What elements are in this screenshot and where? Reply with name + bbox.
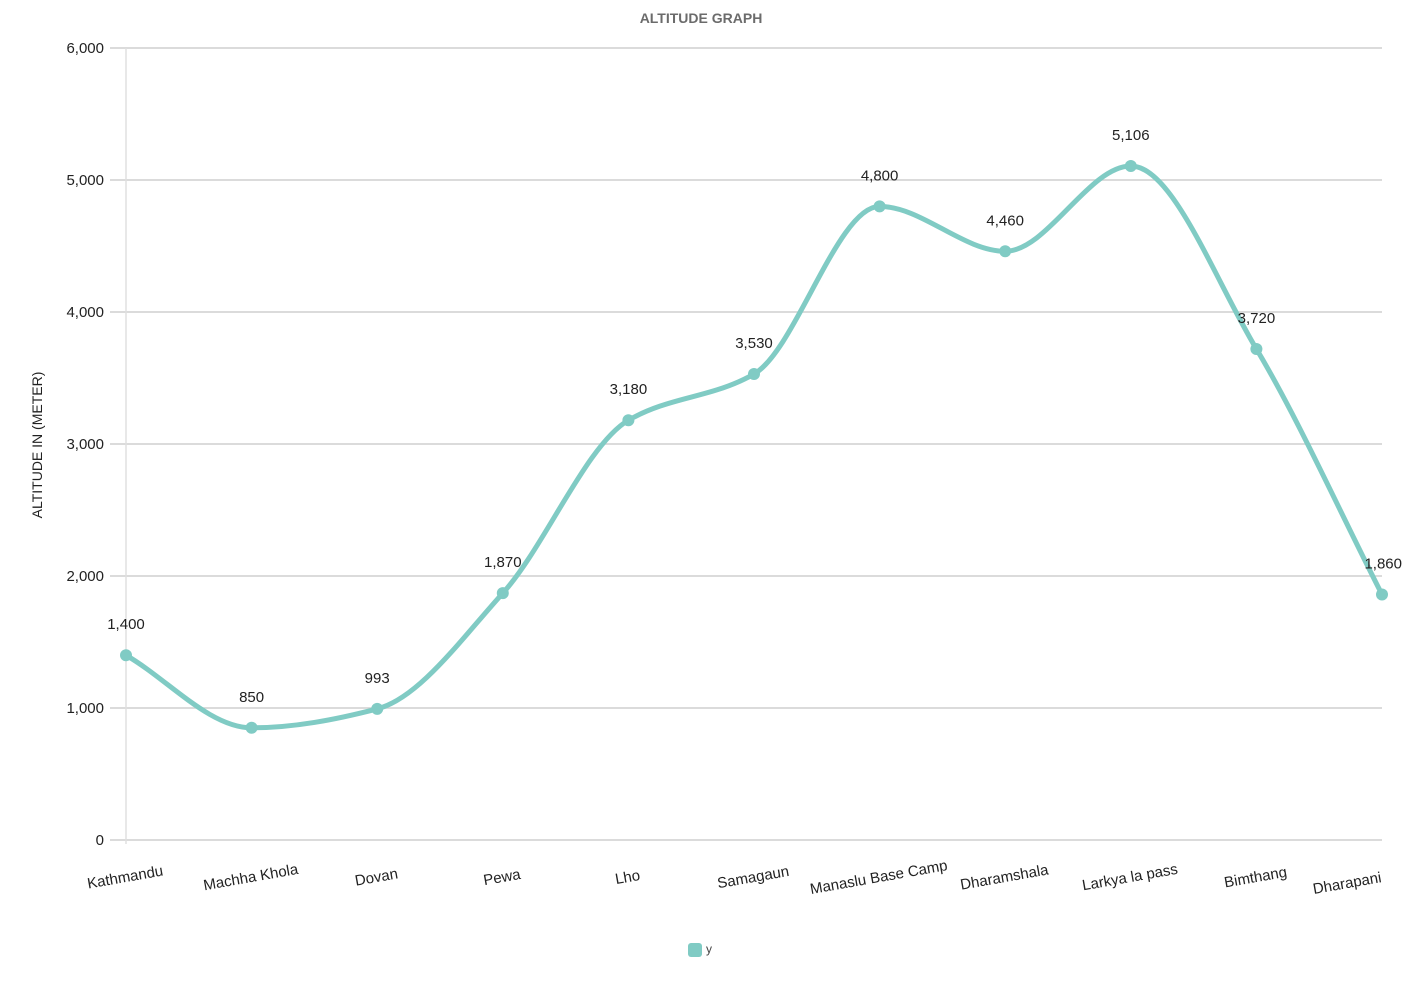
x-tick-label: Dharamshala (959, 861, 1050, 893)
y-tick-label: 2,000 (66, 568, 104, 585)
y-tick-label: 1,000 (66, 700, 104, 717)
data-labels: 1,400 850 993 1,870 3,180 3,530 4,800 4,460 5,10… (107, 127, 1402, 706)
grid-lines (110, 47, 1382, 841)
x-tick-label: Manaslu Base Camp (809, 857, 949, 898)
data-label: 4,460 (986, 212, 1024, 229)
data-label: 993 (365, 670, 390, 687)
x-tick-labels: Kathmandu Machha Khola Dovan Pewa Lho Samagau… (86, 857, 1383, 898)
x-tick-label: Machha Khola (202, 861, 300, 895)
data-point[interactable] (873, 200, 886, 213)
x-tick-label: Bimthang (1223, 864, 1288, 892)
data-point[interactable] (999, 245, 1012, 258)
data-point[interactable] (1250, 342, 1263, 355)
data-point[interactable] (1124, 160, 1137, 173)
data-label: 3,720 (1238, 310, 1276, 327)
legend-swatch[interactable] (688, 943, 702, 957)
y-axis-label: ALTITUDE IN (METER) (29, 372, 45, 519)
data-point[interactable] (748, 368, 760, 381)
data-label: 5,106 (1112, 127, 1150, 144)
x-tick-label: Kathmandu (86, 863, 165, 893)
y-tick-label: 3,000 (66, 436, 104, 453)
series-lines (123, 163, 1385, 731)
y-tick-label: 5,000 (66, 172, 104, 189)
data-points (120, 160, 1388, 734)
data-point[interactable] (371, 702, 384, 715)
data-label: 3,530 (735, 335, 773, 352)
x-tick-label: Samagaun (716, 863, 790, 892)
data-label: 1,400 (107, 616, 145, 633)
legend[interactable]: y (688, 942, 712, 957)
x-tick-label: Larkya la pass (1081, 861, 1179, 895)
data-point[interactable] (622, 414, 635, 427)
data-point[interactable] (496, 587, 509, 600)
data-point[interactable] (1376, 588, 1388, 601)
x-tick-label: Dharapani (1312, 869, 1383, 898)
x-tick-label: Lho (614, 867, 642, 888)
y-tick-label: 4,000 (66, 304, 104, 321)
legend-label[interactable]: y (706, 942, 712, 956)
data-point[interactable] (120, 649, 132, 662)
series-line-y (123, 163, 1385, 731)
data-label: 3,180 (610, 381, 648, 398)
data-label: 4,800 (861, 167, 899, 184)
y-tick-label: 6,000 (66, 40, 104, 57)
y-tick-label: 0 (96, 832, 104, 849)
x-tick-label: Dovan (354, 865, 400, 889)
data-label: 1,860 (1364, 555, 1402, 572)
data-point[interactable] (245, 721, 258, 734)
x-tick-label: Pewa (482, 866, 523, 889)
chart-title: ALTITUDE GRAPH (640, 10, 763, 26)
y-tick-labels: 0 1,000 2,000 3,000 4,000 5,000 6,000 (66, 40, 104, 849)
data-label: 850 (239, 689, 264, 706)
data-label: 1,870 (484, 554, 522, 571)
